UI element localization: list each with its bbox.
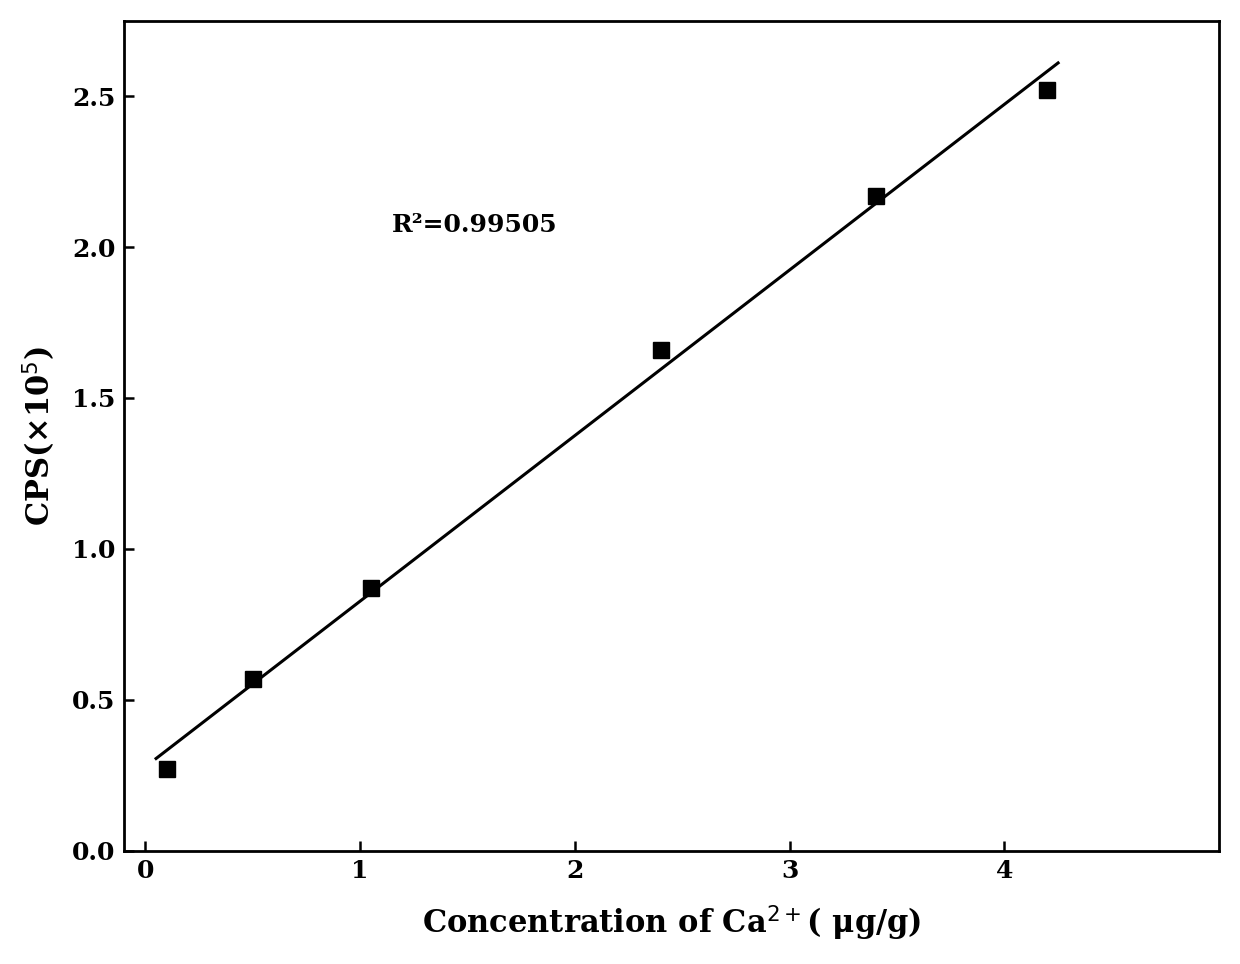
Text: R²=0.99505: R²=0.99505 xyxy=(392,213,558,237)
Y-axis label: CPS(×10$^5$): CPS(×10$^5$) xyxy=(21,346,58,525)
X-axis label: Concentration of Ca$^{2+}$( μg/g): Concentration of Ca$^{2+}$( μg/g) xyxy=(422,903,921,943)
